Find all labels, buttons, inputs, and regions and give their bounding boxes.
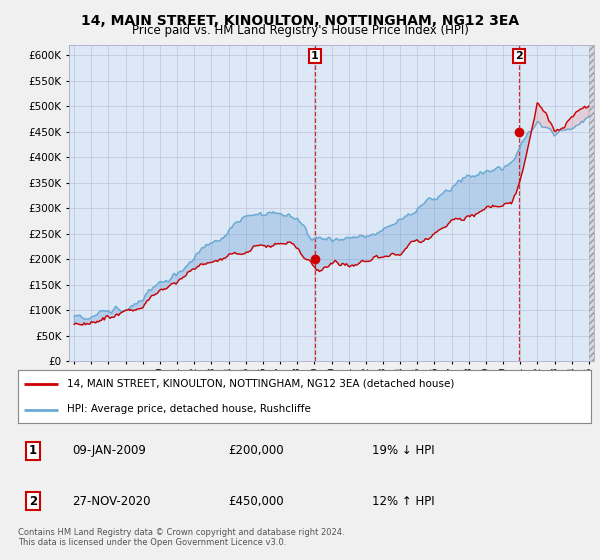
Text: Price paid vs. HM Land Registry's House Price Index (HPI): Price paid vs. HM Land Registry's House … bbox=[131, 24, 469, 37]
Polygon shape bbox=[589, 45, 594, 361]
Text: HPI: Average price, detached house, Rushcliffe: HPI: Average price, detached house, Rush… bbox=[67, 404, 311, 414]
Text: 27-NOV-2020: 27-NOV-2020 bbox=[72, 494, 151, 508]
Text: 2: 2 bbox=[515, 51, 523, 61]
Text: 2: 2 bbox=[29, 494, 37, 508]
Text: 12% ↑ HPI: 12% ↑ HPI bbox=[372, 494, 434, 508]
Text: 14, MAIN STREET, KINOULTON, NOTTINGHAM, NG12 3EA (detached house): 14, MAIN STREET, KINOULTON, NOTTINGHAM, … bbox=[67, 379, 454, 389]
Text: £450,000: £450,000 bbox=[228, 494, 284, 508]
Text: 1: 1 bbox=[311, 51, 319, 61]
Text: Contains HM Land Registry data © Crown copyright and database right 2024.
This d: Contains HM Land Registry data © Crown c… bbox=[18, 528, 344, 547]
Text: 09-JAN-2009: 09-JAN-2009 bbox=[72, 444, 146, 458]
Text: 19% ↓ HPI: 19% ↓ HPI bbox=[372, 444, 434, 458]
Text: 1: 1 bbox=[29, 444, 37, 458]
Text: £200,000: £200,000 bbox=[228, 444, 284, 458]
Text: 14, MAIN STREET, KINOULTON, NOTTINGHAM, NG12 3EA: 14, MAIN STREET, KINOULTON, NOTTINGHAM, … bbox=[81, 14, 519, 28]
